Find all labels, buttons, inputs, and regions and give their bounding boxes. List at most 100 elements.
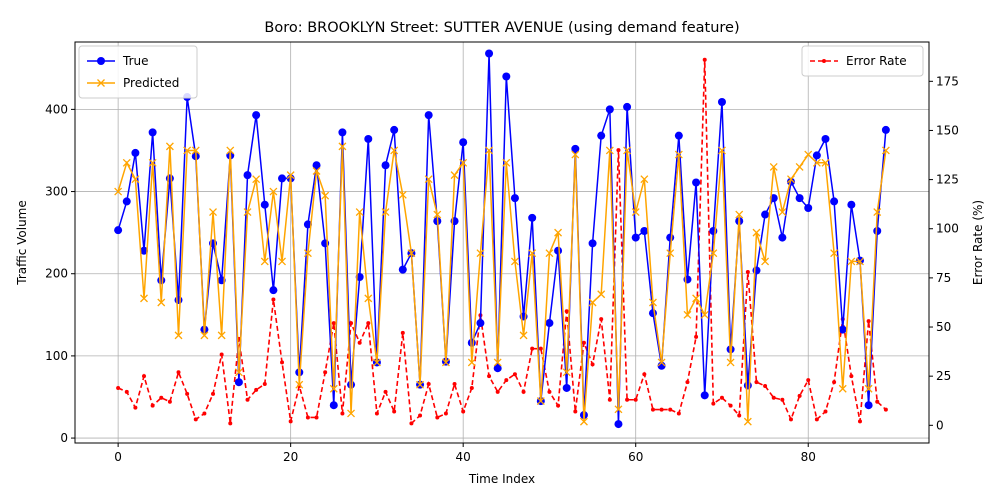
point-error-rate — [573, 409, 578, 414]
point-true — [122, 197, 131, 206]
point-error-rate — [133, 405, 138, 410]
point-true — [752, 266, 761, 275]
point-predicted — [528, 249, 537, 258]
point-predicted — [372, 358, 381, 367]
point-error-rate — [780, 397, 785, 402]
point-predicted — [838, 384, 847, 393]
point-predicted — [519, 331, 528, 340]
x-axis-label: Time Index — [468, 472, 535, 486]
point-error-rate — [745, 269, 750, 274]
point-error-rate — [599, 317, 604, 322]
point-true — [674, 131, 683, 140]
point-predicted — [329, 384, 338, 393]
point-true — [847, 200, 856, 209]
point-predicted — [769, 162, 778, 171]
point-predicted — [390, 146, 399, 155]
y-right-tick-label: 0 — [936, 418, 944, 432]
point-predicted — [795, 162, 804, 171]
point-predicted — [709, 249, 718, 258]
point-predicted — [450, 171, 459, 180]
point-true — [717, 97, 726, 106]
point-error-rate — [633, 397, 638, 402]
point-predicted — [536, 397, 545, 406]
point-predicted — [588, 298, 597, 307]
point-predicted — [485, 146, 494, 155]
point-true — [243, 171, 252, 180]
point-error-rate — [176, 370, 181, 375]
point-true — [648, 309, 657, 318]
point-true — [424, 111, 433, 120]
point-error-rate — [504, 378, 509, 383]
point-predicted — [398, 190, 407, 199]
point-predicted — [355, 208, 364, 217]
point-predicted — [640, 175, 649, 184]
point-predicted — [804, 150, 813, 159]
point-true — [398, 265, 407, 274]
point-error-rate — [625, 397, 630, 402]
point-predicted — [752, 228, 761, 237]
point-true — [571, 144, 580, 153]
point-true — [761, 210, 770, 219]
point-true — [743, 381, 752, 390]
point-error-rate — [392, 409, 397, 414]
point-true — [510, 194, 519, 203]
point-true — [148, 128, 157, 137]
point-true — [131, 148, 140, 157]
point-true — [640, 226, 649, 235]
point-error-rate — [461, 409, 466, 414]
point-error-rate — [400, 330, 405, 335]
point-true — [329, 401, 338, 410]
point-predicted — [140, 294, 148, 303]
chart-title: Boro: BROOKLYN Street: SUTTER AVENUE (us… — [264, 20, 739, 36]
point-true — [778, 233, 787, 242]
point-predicted — [338, 142, 347, 151]
point-predicted — [433, 210, 442, 219]
point-true — [485, 49, 494, 58]
point-predicted — [260, 257, 269, 266]
point-true — [838, 325, 847, 334]
legend-left: True Predicted — [78, 45, 198, 99]
point-predicted — [476, 249, 485, 258]
point-error-rate — [849, 374, 854, 379]
point-predicted — [692, 294, 701, 303]
point-predicted — [321, 191, 330, 200]
point-predicted — [881, 146, 890, 155]
point-error-rate — [314, 415, 319, 420]
point-error-rate — [719, 395, 724, 400]
point-predicted — [459, 158, 468, 167]
point-predicted — [554, 228, 563, 237]
point-error-rate — [228, 421, 233, 426]
point-predicted — [441, 358, 450, 367]
point-true — [476, 319, 485, 328]
point-error-rate — [832, 380, 837, 385]
point-true — [804, 203, 813, 212]
point-true — [692, 178, 701, 187]
point-predicted — [545, 249, 554, 258]
point-predicted — [183, 146, 192, 155]
point-predicted — [597, 290, 606, 299]
axes: 0 20 40 60 80 0 100 200 300 400 0 25 50 75 100 125 150 17… — [45, 74, 959, 464]
point-predicted — [424, 175, 433, 184]
point-true — [528, 213, 537, 222]
point-error-rate — [814, 417, 819, 422]
point-error-rate — [357, 340, 362, 345]
point-predicted — [847, 257, 856, 266]
point-error-rate — [254, 387, 259, 392]
point-true — [165, 174, 174, 183]
point-error-rate — [202, 411, 207, 416]
y-right-tick-label: 50 — [936, 320, 951, 334]
point-error-rate — [288, 419, 293, 424]
point-true — [303, 220, 312, 229]
point-predicted — [295, 380, 304, 389]
point-true — [114, 226, 123, 235]
point-predicted — [631, 208, 640, 217]
point-predicted — [743, 417, 752, 426]
point-error-rate — [409, 421, 414, 426]
x-tick-label: 20 — [283, 450, 298, 464]
point-error-rate — [866, 319, 871, 324]
point-predicted — [243, 208, 252, 217]
point-predicted — [812, 158, 821, 167]
point-error-rate — [443, 411, 448, 416]
point-predicted — [614, 405, 623, 414]
y-right-tick-label: 175 — [936, 74, 959, 88]
